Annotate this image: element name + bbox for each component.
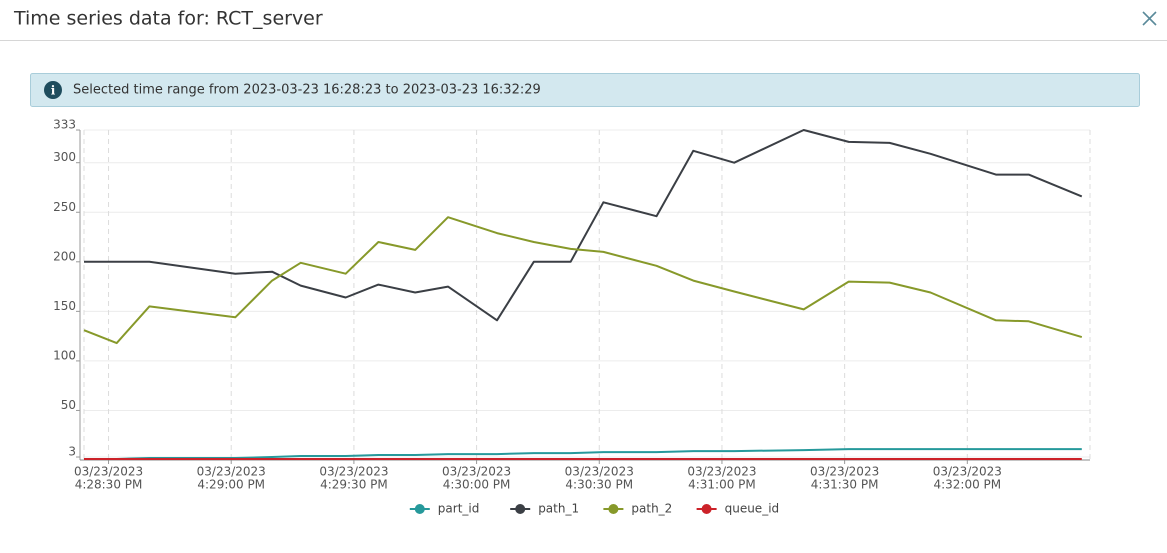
info-icon: [44, 81, 62, 99]
info-icon-glyph: i: [51, 84, 56, 98]
series-line: [84, 129, 1083, 322]
legend-label[interactable]: path_1: [538, 502, 579, 516]
legend-label[interactable]: queue_id: [725, 502, 780, 516]
y-tick-label: 333: [53, 118, 76, 132]
x-tick-label: 03/23/2023: [933, 465, 1002, 479]
dialog-title: Time series data for: RCT_server: [13, 8, 323, 30]
legend-label[interactable]: path_2: [631, 502, 672, 516]
x-tick-label: 03/23/2023: [810, 465, 879, 479]
x-tick-label: 03/23/2023: [197, 465, 266, 479]
x-tick-label: 4:30:30 PM: [565, 478, 633, 492]
info-banner: [30, 73, 1140, 107]
legend-label[interactable]: part_id: [438, 502, 480, 516]
x-tick-label: 4:28:30 PM: [75, 478, 143, 492]
y-tick-label: 150: [53, 299, 76, 313]
series-line: [83, 216, 1083, 345]
x-tick-label: 4:31:30 PM: [811, 478, 879, 492]
legend-marker[interactable]: [515, 504, 526, 514]
legend-marker[interactable]: [608, 504, 619, 514]
x-tick-label: 03/23/2023: [442, 465, 511, 479]
x-tick-label: 03/23/2023: [687, 465, 756, 479]
y-tick-label: 300: [53, 150, 76, 164]
close-icon[interactable]: [1142, 11, 1157, 26]
x-tick-label: 4:31:00 PM: [688, 478, 756, 492]
legend-item[interactable]: part_id: [409, 502, 480, 516]
y-tick-label: 50: [61, 398, 76, 412]
x-tick-label: 4:30:00 PM: [443, 478, 511, 492]
banner-text: Selected time range from 2023-03-23 16:2…: [73, 83, 541, 98]
y-tick-label: 100: [53, 348, 76, 362]
close-button[interactable]: [1136, 6, 1162, 32]
y-tick-label: 3: [68, 445, 76, 459]
x-tick-label: 03/23/2023: [74, 465, 143, 479]
y-tick-label: 250: [53, 200, 76, 214]
x-tick-label: 4:32:00 PM: [933, 478, 1001, 492]
legend-marker[interactable]: [701, 504, 712, 514]
legend: part_id path_1 path_2 queue_id: [409, 502, 780, 516]
y-tick-label: 200: [53, 249, 76, 263]
series-line: [84, 448, 1082, 460]
legend-item[interactable]: path_2: [603, 502, 672, 516]
legend-item[interactable]: path_1: [510, 502, 579, 516]
x-tick-label: 4:29:00 PM: [197, 478, 265, 492]
legend-marker[interactable]: [414, 504, 425, 514]
x-tick-label: 03/23/2023: [565, 465, 634, 479]
x-tick-label: 03/23/2023: [319, 465, 388, 479]
x-tick-label: 4:29:30 PM: [320, 478, 388, 492]
legend-item[interactable]: queue_id: [696, 502, 780, 516]
